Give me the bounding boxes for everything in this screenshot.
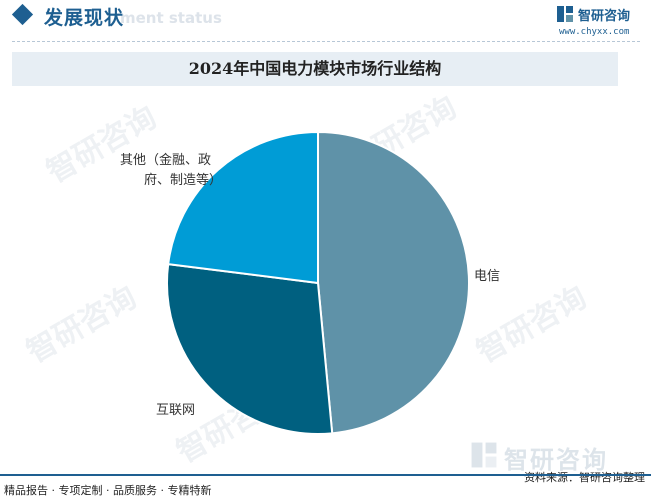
- section-subtitle: ment status: [120, 9, 222, 27]
- brand-logo-icon: [557, 6, 573, 22]
- brand-logo: 智研咨询 www.chyxx.com: [556, 5, 646, 41]
- footer-divider: [0, 474, 651, 476]
- watermark-logo-icon: [471, 442, 497, 468]
- chart-title-band: 2024年中国电力模块市场行业结构: [12, 52, 618, 86]
- section-header: ment status 发展现状 智研咨询 www.chyxx.com: [0, 0, 651, 42]
- pie-chart: 电信 互联网 其他（金融、政 府、制造等）: [120, 130, 500, 435]
- slice-label-hulianwang: 互联网: [156, 403, 195, 418]
- brand-url: www.chyxx.com: [559, 27, 630, 37]
- section-title: 发展现状: [44, 7, 125, 29]
- chart-title: 2024年中国电力模块市场行业结构: [188, 59, 442, 78]
- footer-tagline: 精品报告 · 专项定制 · 品质服务 · 专精特新: [4, 484, 212, 497]
- brand-name: 智研咨询: [578, 9, 631, 24]
- slice-label-dianxin: 电信: [474, 269, 500, 284]
- diamond-icon: [11, 3, 34, 26]
- pie-slice-dianxin: [317, 130, 470, 435]
- pie-slice-hulianwang: [166, 262, 334, 435]
- pie-slice-qita: [167, 130, 319, 285]
- slice-label-qita-line1: 其他（金融、政: [120, 152, 211, 168]
- watermark-logo: 智研咨询: [470, 438, 640, 474]
- slice-label-qita-line2: 府、制造等）: [144, 172, 222, 188]
- watermark-logo-text: 智研咨询: [504, 446, 608, 474]
- data-source: 资料来源：智研咨询整理: [524, 471, 645, 484]
- header-divider: [12, 41, 640, 42]
